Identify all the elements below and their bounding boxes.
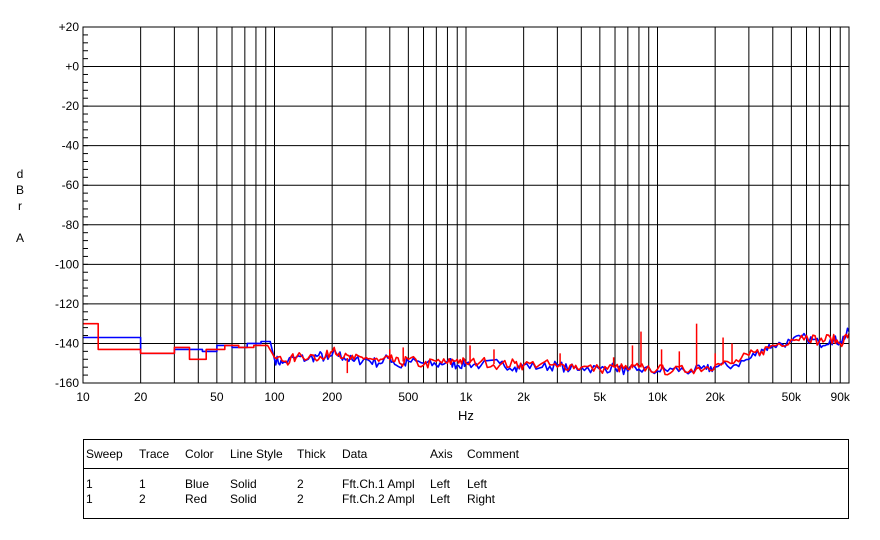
row1-color: Blue: [185, 477, 210, 491]
row1-data: Fft.Ch.1 Ampl: [342, 477, 415, 491]
row1-line-style: Solid: [230, 477, 257, 491]
x-tick-label: 20k: [705, 390, 725, 404]
row1-axis: Left: [430, 477, 451, 491]
y-axis-label-d: d: [16, 167, 24, 181]
row2-thick: 2: [297, 492, 304, 506]
row1-comment: Left: [467, 477, 488, 491]
y-axis-label-r: r: [18, 199, 22, 213]
y-tick-label: -120: [55, 297, 79, 311]
y-tick-label: -160: [55, 376, 79, 390]
row1-trace: 1: [139, 477, 146, 491]
x-axis-label: Hz: [458, 408, 474, 423]
legend-table: Sweep Trace Color Line Style Thick Data …: [83, 439, 849, 519]
x-tick-label: 10k: [648, 390, 668, 404]
y-axis-label-a: A: [15, 231, 24, 245]
header-sweep: Sweep: [86, 447, 123, 461]
legend-table-header: Sweep Trace Color Line Style Thick Data …: [84, 440, 848, 469]
row2-color: Red: [185, 492, 208, 506]
x-tick-label: 200: [322, 390, 342, 404]
x-tick-label: 50: [210, 390, 224, 404]
y-tick-label: -20: [62, 99, 80, 113]
x-tick-labels: 10 20 50 100 200 500 1k 2k 5k 10k 20k 50k 90k: [76, 390, 851, 404]
header-axis: Axis: [430, 447, 453, 461]
x-tick-label: 1k: [460, 390, 474, 404]
row2-comment: Right: [467, 492, 496, 506]
x-tick-label: 500: [398, 390, 418, 404]
x-tick-label: 20: [134, 390, 148, 404]
row2-trace: 2: [139, 492, 146, 506]
y-tick-label: +0: [65, 60, 79, 74]
y-tick-label: -40: [62, 139, 80, 153]
y-tick-label: -100: [55, 257, 79, 271]
plot-frame: [82, 26, 850, 384]
minor-ticks: [83, 26, 88, 384]
grid-lines: [82, 26, 850, 384]
header-thick: Thick: [297, 447, 326, 461]
frequency-response-chart: +20 +0 -20 -40 -60 -80 -100 -120 -140 -160 10 20 50…: [55, 20, 851, 423]
header-color: Color: [185, 447, 214, 461]
header-data: Data: [342, 447, 368, 461]
row1-thick: 2: [297, 477, 304, 491]
y-tick-label: -80: [62, 218, 80, 232]
row2-data: Fft.Ch.2 Ampl: [342, 492, 415, 506]
x-tick-label: 100: [264, 390, 284, 404]
row2-line-style: Solid: [230, 492, 257, 506]
y-tick-labels: +20 +0 -20 -40 -60 -80 -100 -120 -140 -160: [55, 20, 79, 390]
x-tick-label: 50k: [782, 390, 802, 404]
y-axis-label-b: B: [15, 183, 24, 197]
row2-axis: Left: [430, 492, 451, 506]
x-tick-label: 2k: [517, 390, 531, 404]
x-tick-label: 5k: [594, 390, 608, 404]
header-comment: Comment: [467, 447, 520, 461]
y-tick-label: -140: [55, 336, 79, 350]
row2-sweep: 1: [86, 492, 93, 506]
series-red-trace: [83, 322, 850, 376]
series-layer: [83, 322, 850, 376]
series-blue-trace: [83, 327, 850, 376]
row1-sweep: 1: [86, 477, 93, 491]
x-tick-label: 10: [76, 390, 90, 404]
y-tick-label: -60: [62, 178, 80, 192]
x-tick-label: 90k: [831, 390, 851, 404]
y-tick-label: +20: [59, 20, 80, 34]
header-line-style: Line Style: [230, 447, 283, 461]
header-trace: Trace: [139, 447, 170, 461]
